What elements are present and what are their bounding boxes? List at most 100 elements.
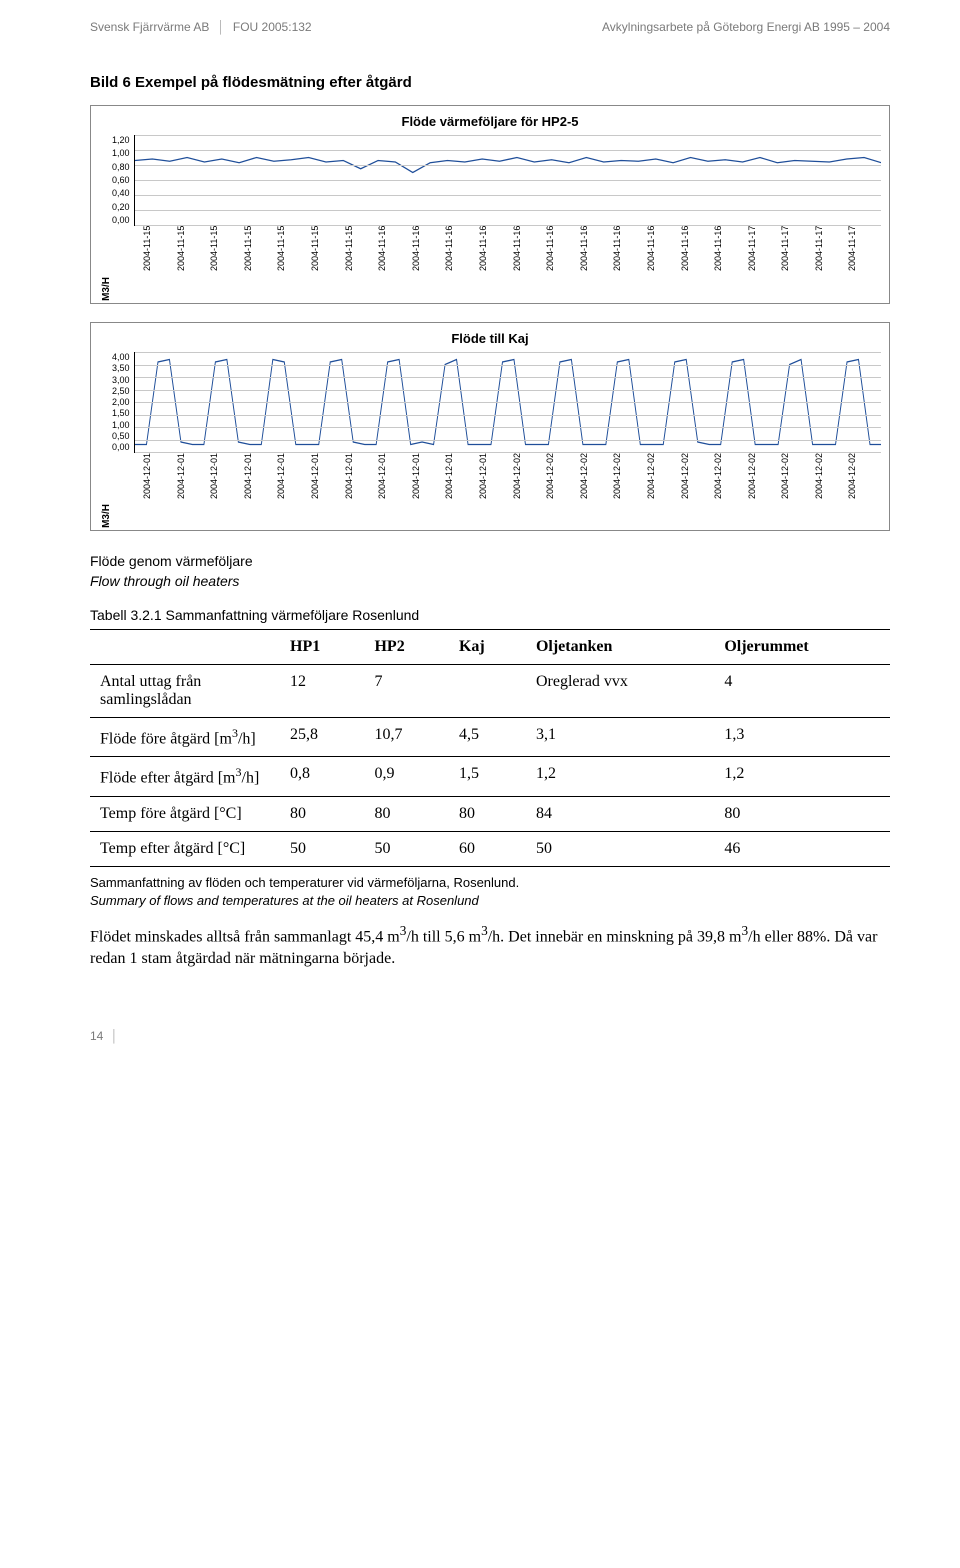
xtick-label: 2004-11-16 — [512, 226, 546, 301]
table-row: Temp efter åtgärd [°C]5050605046 — [90, 831, 890, 866]
ytick-label: 0,50 — [112, 431, 130, 441]
xtick-label: 2004-11-15 — [209, 226, 243, 301]
xtick-label: 2004-11-16 — [579, 226, 613, 301]
xtick-label: 2004-12-02 — [512, 453, 546, 528]
table-row: Flöde efter åtgärd [m3/h]0,80,91,51,21,2 — [90, 757, 890, 796]
xtick-label: 2004-11-17 — [847, 226, 881, 301]
table-col-header: HP1 — [280, 630, 364, 665]
xtick-label: 2004-12-02 — [579, 453, 613, 528]
table-caption: Sammanfattning av flöden och temperature… — [90, 875, 890, 890]
ytick-label: 2,50 — [112, 386, 130, 396]
table-row-label: Temp efter åtgärd [°C] — [90, 831, 280, 866]
chart-2-xticks: 2004-12-012004-12-012004-12-012004-12-01… — [112, 453, 881, 528]
chart-2-ylabel: M3/H — [99, 504, 112, 528]
table-cell: 50 — [526, 831, 714, 866]
ytick-label: 1,00 — [112, 420, 130, 430]
chart-1-xticks: 2004-11-152004-11-152004-11-152004-11-15… — [112, 226, 881, 301]
table-cell: 1,3 — [714, 718, 890, 757]
table-col-header: HP2 — [364, 630, 448, 665]
section-title: Bild 6 Exempel på flödesmätning efter åt… — [90, 74, 890, 91]
gridline — [135, 165, 881, 166]
table-cell: 3,1 — [526, 718, 714, 757]
xtick-label: 2004-11-16 — [612, 226, 646, 301]
chart-1: Flöde värmeföljare för HP2-5 M3/H 1,201,… — [90, 105, 890, 304]
xtick-label: 2004-12-02 — [680, 453, 714, 528]
table-col-header: Oljerummet — [714, 630, 890, 665]
page-number: 14 — [90, 1029, 103, 1043]
table-cell: Oreglerad vvx — [526, 665, 714, 718]
ytick-label: 1,50 — [112, 408, 130, 418]
gridline — [135, 135, 881, 136]
table-cell: 1,2 — [526, 757, 714, 796]
gridline — [135, 415, 881, 416]
ytick-label: 0,80 — [112, 162, 130, 172]
xtick-label: 2004-12-01 — [444, 453, 478, 528]
header-ref: FOU 2005:132 — [233, 20, 312, 34]
table-cell: 80 — [449, 796, 526, 831]
xtick-label: 2004-11-16 — [646, 226, 680, 301]
xtick-label: 2004-11-17 — [747, 226, 781, 301]
table-cell: 1,5 — [449, 757, 526, 796]
xtick-label: 2004-12-01 — [310, 453, 344, 528]
body-paragraph: Flödet minskades alltså från sammanlagt … — [90, 922, 890, 970]
ytick-label: 0,00 — [112, 442, 130, 452]
table-row-label: Flöde efter åtgärd [m3/h] — [90, 757, 280, 796]
table-row: Flöde före åtgärd [m3/h]25,810,74,53,11,… — [90, 718, 890, 757]
ytick-label: 3,00 — [112, 375, 130, 385]
table-header-row: HP1HP2KajOljetankenOljerummet — [90, 630, 890, 665]
table-col-header: Oljetanken — [526, 630, 714, 665]
chart-caption: Flöde genom värmeföljare — [90, 553, 890, 569]
xtick-label: 2004-11-16 — [680, 226, 714, 301]
xtick-label: 2004-12-02 — [713, 453, 747, 528]
gridline — [135, 150, 881, 151]
table-cell: 80 — [280, 796, 364, 831]
xtick-label: 2004-11-16 — [713, 226, 747, 301]
xtick-label: 2004-12-02 — [646, 453, 680, 528]
chart-2-yticks: 4,003,50 3,002,502,001,50 1,000,500,00 — [112, 352, 134, 452]
ytick-label: 0,40 — [112, 188, 130, 198]
xtick-label: 2004-11-16 — [411, 226, 445, 301]
table-cell: 50 — [280, 831, 364, 866]
xtick-label: 2004-12-01 — [411, 453, 445, 528]
xtick-label: 2004-12-01 — [478, 453, 512, 528]
summary-table: HP1HP2KajOljetankenOljerummet Antal utta… — [90, 629, 890, 867]
gridline — [135, 210, 881, 211]
ytick-label: 0,20 — [112, 202, 130, 212]
table-cell: 7 — [364, 665, 448, 718]
xtick-label: 2004-11-17 — [814, 226, 848, 301]
ytick-label: 2,00 — [112, 397, 130, 407]
xtick-label: 2004-11-15 — [243, 226, 277, 301]
gridline — [135, 440, 881, 441]
table-cell: 46 — [714, 831, 890, 866]
xtick-label: 2004-11-16 — [545, 226, 579, 301]
gridline — [135, 402, 881, 403]
chart-1-yticks: 1,201,000,800,600,400,200,00 — [112, 135, 134, 225]
ytick-label: 4,00 — [112, 352, 130, 362]
gridline — [135, 365, 881, 366]
table-cell: 25,8 — [280, 718, 364, 757]
footer-separator: │ — [111, 1029, 119, 1043]
xtick-label: 2004-12-01 — [142, 453, 176, 528]
table-cell — [449, 665, 526, 718]
xtick-label: 2004-11-15 — [310, 226, 344, 301]
table-cell: 12 — [280, 665, 364, 718]
gridline — [135, 352, 881, 353]
xtick-label: 2004-12-01 — [377, 453, 411, 528]
xtick-label: 2004-12-02 — [814, 453, 848, 528]
chart-2: Flöde till Kaj M3/H 4,003,503,002,502,00… — [90, 322, 890, 531]
table-col-header: Kaj — [449, 630, 526, 665]
table-row-label: Flöde före åtgärd [m3/h] — [90, 718, 280, 757]
ytick-label: 1,20 — [112, 135, 130, 145]
page-footer: 14 │ — [90, 1029, 890, 1043]
ytick-label: 0,60 — [112, 175, 130, 185]
ytick-label: 3,50 — [112, 363, 130, 373]
gridline — [135, 427, 881, 428]
gridline — [135, 390, 881, 391]
header-right: Avkylningsarbete på Göteborg Energi AB 1… — [602, 20, 890, 34]
xtick-label: 2004-12-01 — [176, 453, 210, 528]
chart-2-plot — [134, 352, 881, 453]
xtick-label: 2004-12-02 — [545, 453, 579, 528]
xtick-label: 2004-12-01 — [276, 453, 310, 528]
xtick-label: 2004-11-16 — [377, 226, 411, 301]
table-cell: 84 — [526, 796, 714, 831]
